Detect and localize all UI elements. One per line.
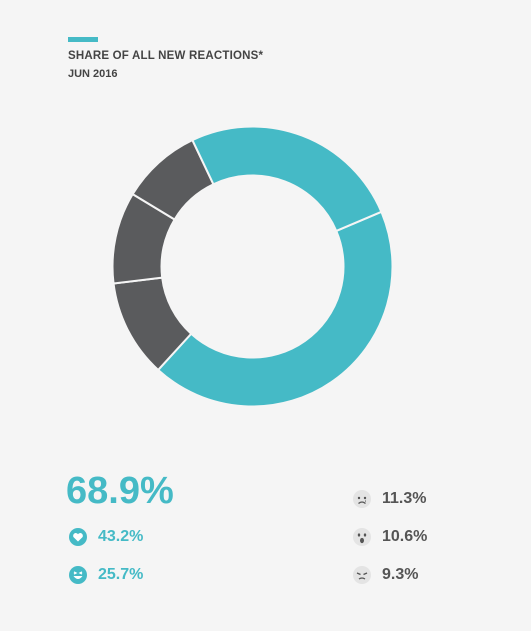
love-stat: 43.2%: [68, 527, 143, 547]
slice-love: [156, 210, 394, 408]
positive-total: 68.9%: [66, 470, 174, 512]
sad-value: 11.3%: [382, 490, 427, 507]
heart-icon: [68, 527, 88, 547]
wow-value: 10.6%: [382, 528, 428, 545]
wow-face-icon: [352, 527, 372, 547]
sad-stat: 11.3%: [352, 489, 426, 509]
slice-haha: [191, 125, 383, 233]
haha-stat: 25.7%: [68, 565, 143, 585]
title-accent-bar: [68, 37, 98, 42]
donut-chart: [111, 125, 394, 408]
angry-face-icon: [352, 565, 372, 585]
love-value: 43.2%: [98, 528, 144, 545]
chart-title: SHARE OF ALL NEW REACTIONS*: [68, 50, 264, 62]
laughing-face-icon: [68, 565, 88, 585]
sad-face-icon: [352, 489, 372, 509]
wow-stat: 10.6%: [352, 527, 427, 547]
angry-stat: 9.3%: [352, 565, 418, 585]
chart-subtitle: JUN 2016: [68, 68, 118, 80]
haha-value: 25.7%: [98, 566, 144, 583]
angry-value: 9.3%: [382, 566, 419, 583]
